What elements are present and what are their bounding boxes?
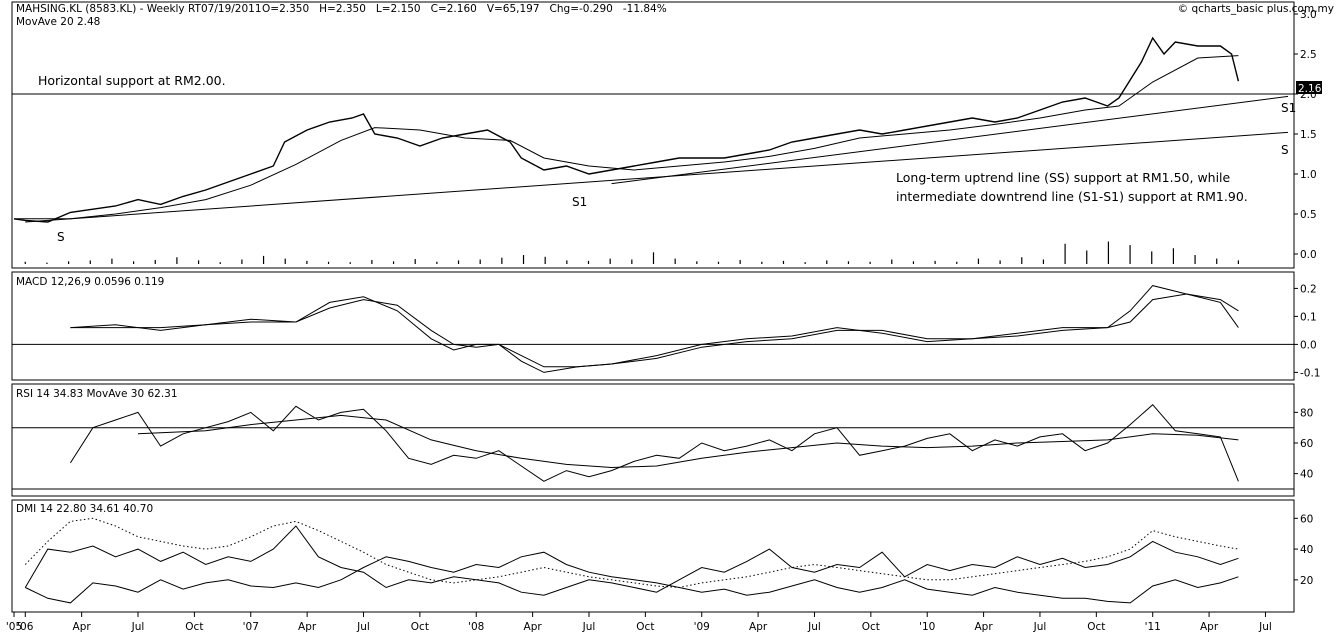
x-tick-label: '10 xyxy=(919,621,935,633)
rsi-title: RSI 14 34.83 MovAve 30 62.31 xyxy=(16,388,178,400)
x-tick-label: '05 xyxy=(6,621,22,633)
dmi-line-adx xyxy=(24,517,1239,589)
x-tick-label: Apr xyxy=(524,621,543,633)
x-tick-label: Apr xyxy=(749,621,768,633)
macd-ytick-label: 0.0 xyxy=(1300,339,1317,351)
rsi-ytick-label: 40 xyxy=(1300,469,1313,481)
x-tick-label: Oct xyxy=(185,621,203,633)
x-tick-label: '11 xyxy=(1145,621,1161,633)
last-price-value: 2.16 xyxy=(1298,83,1322,95)
macd-ytick-label: 0.1 xyxy=(1300,311,1317,323)
price-line xyxy=(13,36,1240,223)
trendline-s xyxy=(25,131,1289,223)
price-ytick-label: 3.0 xyxy=(1300,9,1317,21)
price-ytick-label: 2.0 xyxy=(1300,89,1317,101)
x-tick-label: Jul xyxy=(356,621,370,633)
s1-label-mid: S1 xyxy=(572,195,587,209)
dmi-panel-frame xyxy=(11,499,1295,613)
dmi-ytick-label: 40 xyxy=(1300,544,1313,556)
dmi-title: DMI 14 22.80 34.61 40.70 xyxy=(16,503,153,515)
macd-ytick-label: -0.1 xyxy=(1300,367,1321,379)
x-tick-label: '08 xyxy=(468,621,484,633)
header-symbol: MAHSING.KL (8583.KL) - Weekly RT xyxy=(16,3,202,15)
header-ohlc: O=2.350 H=2.350 L=2.150 C=2.160 V=65,197… xyxy=(262,3,667,15)
x-tick-label: '06 xyxy=(17,621,34,633)
trendline-note-line2: intermediate downtrend line (S1-S1) supp… xyxy=(896,189,1248,204)
price-ytick-label: 2.5 xyxy=(1300,49,1317,61)
moving-average-line xyxy=(14,55,1239,220)
rsi-line xyxy=(69,403,1239,482)
macd-title: MACD 12,26,9 0.0596 0.119 xyxy=(16,276,164,288)
trendline-s1 xyxy=(611,95,1289,185)
x-tick-label: Oct xyxy=(411,621,429,633)
dmi-line-di xyxy=(24,525,1239,596)
x-tick-label: Oct xyxy=(862,621,880,633)
x-tick-label: Apr xyxy=(975,621,994,633)
s-label-right: S xyxy=(1281,143,1289,157)
x-tick-label: Apr xyxy=(298,621,317,633)
macd-ytick-label: 0.2 xyxy=(1300,283,1317,295)
x-tick-label: Jul xyxy=(131,621,145,633)
macd-signal-line xyxy=(70,293,1239,368)
dmi-ytick-label: 20 xyxy=(1300,575,1313,587)
rsi-movave-line xyxy=(137,414,1239,469)
x-tick-label: '09 xyxy=(694,621,710,633)
header-date: 07/19/2011 xyxy=(201,3,262,15)
last-price-box xyxy=(1296,81,1322,94)
price-panel-frame xyxy=(11,1,1295,269)
rsi-ytick-label: 60 xyxy=(1300,438,1313,450)
macd-line xyxy=(70,285,1239,373)
x-tick-label: Apr xyxy=(1200,621,1219,633)
x-tick-label: Apr xyxy=(73,621,92,633)
dmi-ytick-label: 60 xyxy=(1300,513,1313,525)
s1-label-right: S1 xyxy=(1281,101,1296,115)
price-ytick-label: 1.0 xyxy=(1300,169,1317,181)
header-copyright: © qcharts_basic plus.com.my xyxy=(1178,3,1334,15)
rsi-panel-frame xyxy=(11,383,1295,497)
price-ytick-label: 0.5 xyxy=(1300,209,1317,221)
x-tick-label: Jul xyxy=(1033,621,1047,633)
x-tick-label: Jul xyxy=(582,621,596,633)
trendline-note-line1: Long-term uptrend line (SS) support at R… xyxy=(896,170,1231,185)
x-tick-label: '07 xyxy=(243,621,259,633)
price-ytick-label: 0.0 xyxy=(1300,249,1317,261)
x-tick-label: Jul xyxy=(1258,621,1272,633)
macd-panel-frame xyxy=(11,271,1295,381)
x-tick-label: Oct xyxy=(1087,621,1105,633)
horizontal-support-note: Horizontal support at RM2.00. xyxy=(38,73,226,88)
price-ytick-label: 1.5 xyxy=(1300,129,1317,141)
s-label-left: S xyxy=(57,230,65,244)
x-tick-label: Jul xyxy=(807,621,821,633)
dmi-line-di xyxy=(25,551,1239,604)
movave-label: MovAve 20 2.48 xyxy=(16,16,100,28)
rsi-ytick-label: 80 xyxy=(1300,407,1313,419)
x-tick-label: Oct xyxy=(636,621,654,633)
chart-dynamic-layer: 3.0 2.5 2.0 1.5 1.0 0.5 0.0 0.2 0.1 0.0 -0.1 80 60 40… xyxy=(6,9,1321,633)
